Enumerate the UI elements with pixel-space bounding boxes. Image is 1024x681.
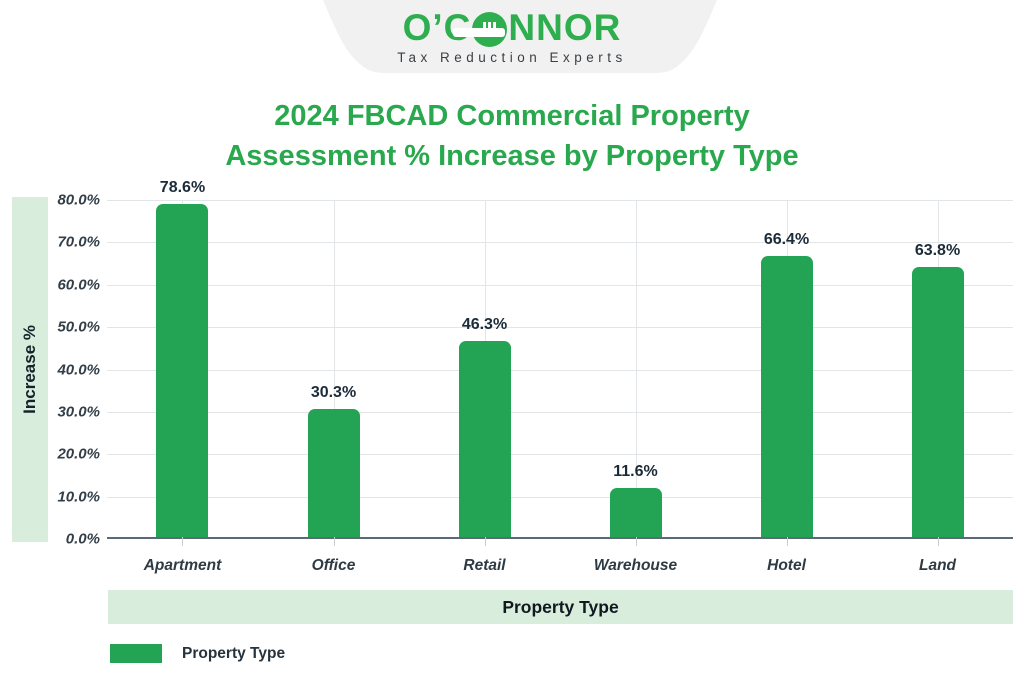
x-axis-tick — [333, 537, 335, 546]
logo-icon-tooth — [493, 21, 497, 29]
chart-title: 2024 FBCAD Commercial Property Assessmen… — [0, 96, 1024, 176]
bar-apartment — [156, 203, 209, 537]
x-tick-label-office: Office — [311, 557, 356, 574]
x-tick-label-land: Land — [918, 557, 957, 574]
y-tick-label: 70.0% — [57, 233, 100, 251]
legend-swatch-icon — [110, 644, 162, 663]
y-tick-label: 40.0% — [57, 361, 100, 378]
bar-value-retail: 46.3% — [461, 315, 508, 333]
x-tick-label-warehouse: Warehouse — [593, 557, 678, 574]
logo-text-suffix: NNOR — [508, 7, 622, 48]
x-axis-tick — [635, 537, 637, 546]
y-tick-label: 80.0% — [57, 191, 100, 209]
x-axis-labels: Apartment Office Retail Warehouse Hotel Land — [107, 557, 1013, 579]
bar-value-warehouse: 11.6% — [613, 462, 658, 480]
x-tick-label-apartment: Apartment — [143, 557, 222, 574]
x-tick-label-hotel: Hotel — [767, 557, 806, 574]
h-gridline — [107, 454, 1013, 456]
chart-title-line2: Assessment % Increase by Property Type — [225, 140, 799, 172]
y-tick-label: 20.0% — [57, 445, 100, 463]
bar-value-office: 30.3% — [310, 383, 357, 401]
x-axis-tick — [786, 537, 788, 546]
h-gridline — [107, 496, 1013, 498]
bar-office — [307, 408, 360, 537]
y-tick-label: 10.0% — [57, 488, 100, 506]
x-axis-tick — [182, 537, 184, 546]
chart-title-line1: 2024 FBCAD Commercial Property — [274, 100, 750, 132]
y-axis-labels: 0.0% 10.0% 20.0% 30.0% 40.0% 50.0% 60.0% 70.0% 8… — [40, 192, 100, 548]
y-tick-label: 60.0% — [57, 276, 100, 294]
legend-label: Property Type — [182, 644, 286, 662]
h-gridline — [107, 200, 1013, 201]
y-tick-label: 30.0% — [57, 403, 100, 421]
logo-icon-bar — [453, 27, 506, 37]
bar-value-apartment: 78.6% — [159, 178, 206, 196]
bar-value-land: 63.8% — [914, 241, 961, 259]
x-axis-tick — [484, 537, 486, 546]
bar-land — [911, 266, 964, 537]
x-axis-tick — [937, 537, 939, 546]
h-gridline — [107, 284, 1013, 286]
logo: O’C NNOR Tax Reduction Experts — [0, 9, 1024, 66]
v-gridline — [635, 200, 637, 537]
x-axis-title: Property Type — [502, 596, 619, 617]
h-gridline — [107, 327, 1013, 329]
h-gridline — [107, 411, 1013, 413]
y-axis-title: Increase % — [20, 325, 39, 414]
y-axis-title-band: Increase % — [12, 197, 48, 542]
y-tick-label: 50.0% — [57, 318, 100, 336]
logo-circle-icon — [453, 11, 508, 47]
plot-area: 78.6% 30.3% 46.3% 11.6% 66.4% 63.8% — [107, 179, 1013, 546]
logo-tagline: Tax Reduction Experts — [397, 50, 627, 65]
bar-value-hotel: 66.4% — [763, 230, 810, 248]
legend: Property Type — [110, 644, 285, 663]
h-gridline — [107, 369, 1013, 371]
bar-warehouse — [609, 487, 662, 537]
header-badge-shape — [323, 0, 717, 73]
bar-hotel — [760, 255, 813, 537]
y-tick-label: 0.0% — [65, 530, 100, 548]
x-axis-title-band: Property Type — [108, 590, 1013, 624]
bar-retail — [458, 340, 511, 537]
v-gridline — [333, 200, 335, 537]
h-gridline — [107, 242, 1013, 244]
logo-icon-tooth — [483, 21, 487, 29]
logo-icon-tooth — [488, 21, 492, 29]
logo-wordmark: O’C NNOR — [403, 9, 622, 47]
x-tick-label-retail: Retail — [463, 557, 506, 574]
